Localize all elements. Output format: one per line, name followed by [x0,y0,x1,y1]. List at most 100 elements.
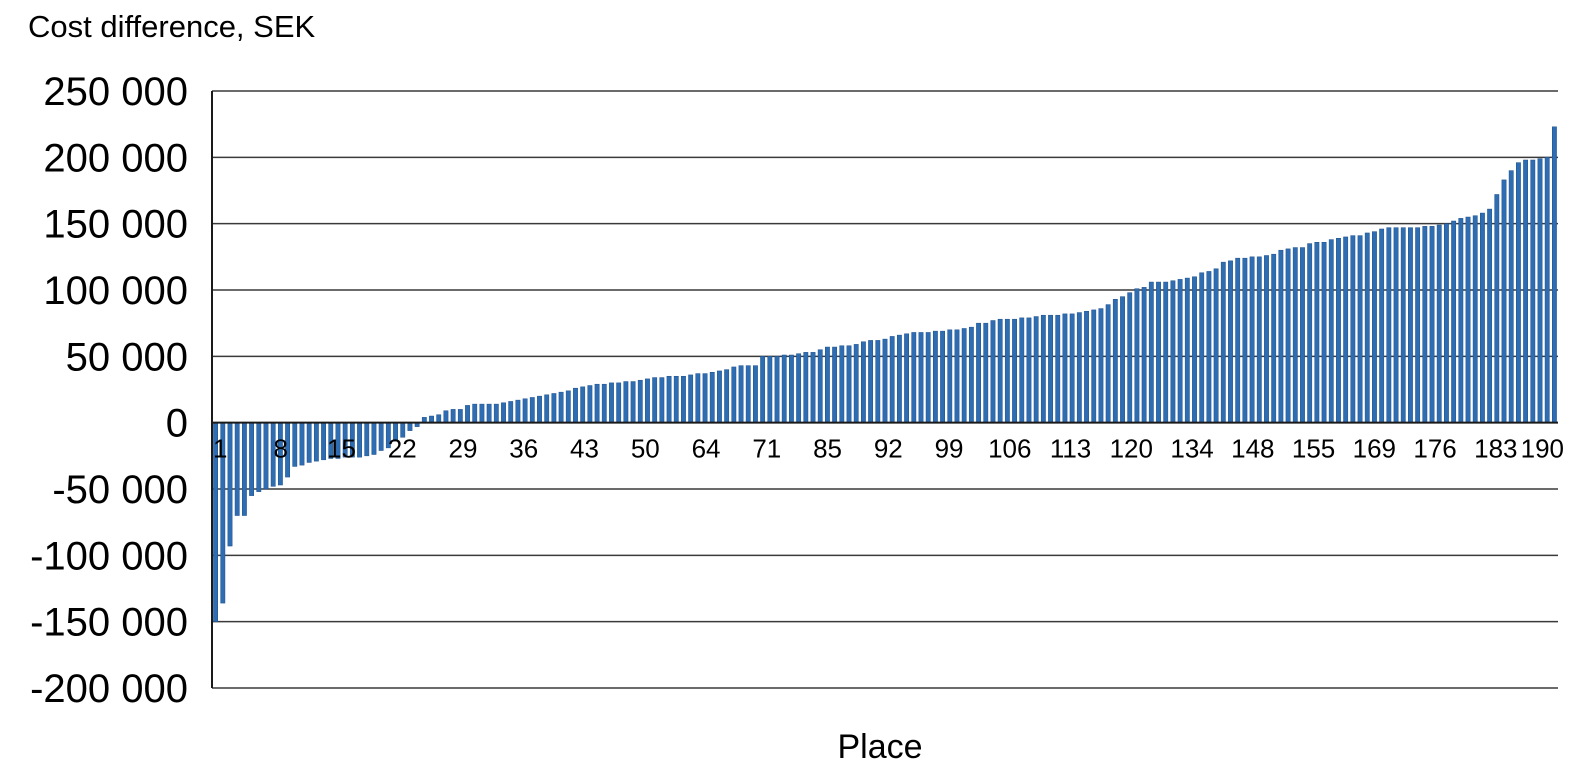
y-tick-label: -100 000 [30,534,188,578]
bar [666,375,672,423]
bar [1040,314,1046,423]
x-tick-label: 43 [570,434,599,464]
bar [976,322,981,423]
x-tick-label: 106 [988,434,1031,464]
bar [249,422,254,496]
y-tick-label: 150 000 [43,203,188,247]
y-tick-labels: 250 000 200 000 150 000 100 000 50 000 0 -50 0… [30,70,188,711]
bar [1055,314,1061,423]
bar [407,422,413,431]
x-tick-label: 15 [327,434,356,464]
bar [896,334,902,423]
x-tick-label: 120 [1110,434,1153,464]
x-tick-label: 183 [1474,434,1517,464]
bar [968,326,974,423]
bar [1537,158,1543,423]
bar [551,393,557,423]
bar [1098,308,1104,423]
bar [1170,280,1176,423]
bar [1480,212,1485,423]
bar [450,409,456,423]
bar [1551,126,1557,423]
x-tick-label: 1 [213,434,227,464]
bar [681,375,686,423]
bar [925,332,931,423]
bar [1184,277,1190,423]
bar [522,398,528,423]
bar [1141,287,1147,423]
bar [486,403,492,423]
bar [1069,313,1075,423]
bar [860,341,866,423]
bar [954,329,960,423]
bar [1249,256,1255,423]
bar [501,402,506,423]
bar [1465,216,1471,423]
bar [990,320,996,423]
bar [263,422,269,490]
y-tick-label: 50 000 [66,335,188,379]
bar [1379,228,1385,423]
x-tick-label: 8 [274,434,288,464]
x-tick-label: 190 [1521,434,1564,464]
bar [1127,292,1133,423]
bar [1336,238,1341,423]
bar [832,346,838,423]
bar [623,381,629,423]
bar [1004,318,1010,423]
bar [241,422,247,516]
bar [1508,170,1514,423]
bar [961,328,967,423]
bar [1033,316,1039,423]
bar [1134,288,1140,423]
bar [292,422,298,467]
bar [1163,281,1169,423]
x-tick-label: 155 [1292,434,1335,464]
bar [997,318,1003,423]
bar [868,340,874,423]
bar [932,330,938,423]
bar [601,383,607,423]
bar [1220,261,1226,423]
bar [875,340,881,423]
bar [1012,318,1017,423]
bar [256,422,262,492]
bar [573,387,578,423]
x-tick-label: 36 [509,434,538,464]
bar [1076,312,1082,423]
bar [1321,241,1327,423]
bar [1357,235,1363,423]
bar [1501,179,1507,423]
bar [645,378,650,423]
bar [529,397,535,423]
bar [983,322,989,423]
bar [1120,296,1125,423]
x-tick-label: 99 [935,434,964,464]
y-tick-label: 100 000 [43,269,188,313]
x-tick-label: 169 [1353,434,1396,464]
bar [443,410,449,423]
bar [1285,248,1291,423]
bar [493,403,499,423]
y-tick-label: 250 000 [43,70,188,114]
bar [1516,162,1521,423]
bar [774,356,780,423]
bar [364,422,370,457]
bar [1048,314,1053,423]
bar [853,344,859,423]
bar [1400,227,1406,423]
bar [1494,194,1500,423]
x-tick-label: 176 [1413,434,1456,464]
bar [378,422,384,451]
bar [731,366,737,423]
bar [918,332,924,423]
bar [1350,235,1356,423]
bar [1062,313,1068,423]
bar [1206,271,1212,423]
bar [306,422,312,463]
bar [1091,309,1097,423]
bar [630,381,636,423]
bar [1242,257,1248,423]
bar [1156,281,1161,423]
bar [558,391,564,423]
